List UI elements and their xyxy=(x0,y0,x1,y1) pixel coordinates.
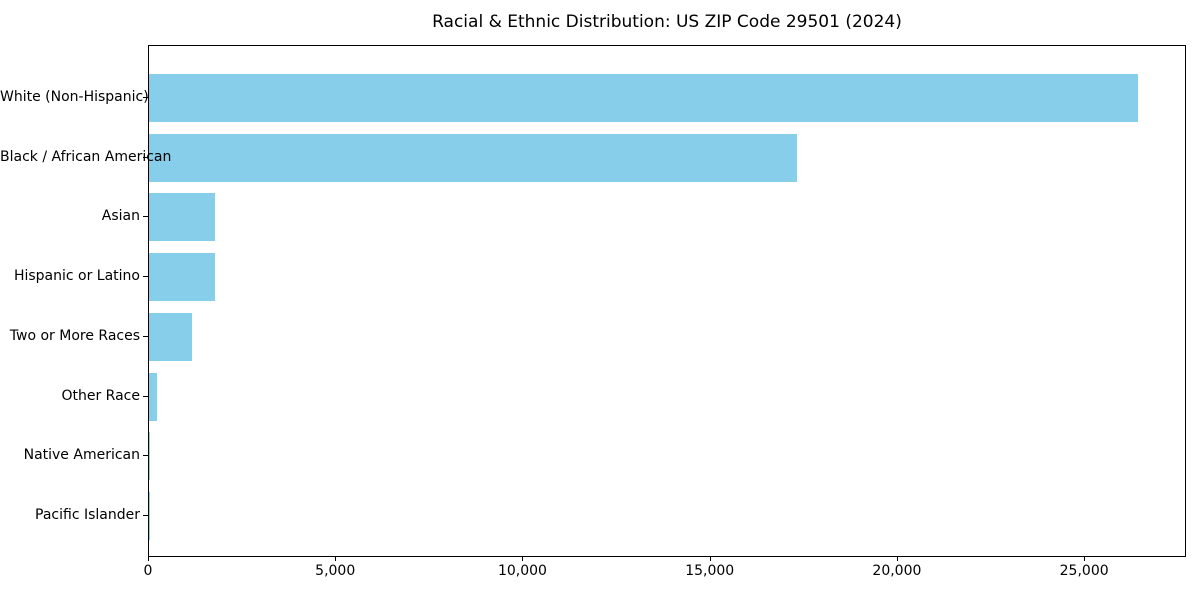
x-axis-tick xyxy=(896,556,898,561)
y-axis-tick xyxy=(143,216,148,218)
bar-white-non-hispanic xyxy=(149,74,1138,122)
y-axis-tick xyxy=(143,156,148,158)
y-axis-label: Hispanic or Latino xyxy=(13,268,140,285)
chart-title: Racial & Ethnic Distribution: US ZIP Cod… xyxy=(432,12,902,32)
y-axis-tick xyxy=(143,276,148,278)
bar-other-race xyxy=(149,372,157,421)
bar-hispanic-or-latino xyxy=(149,253,216,302)
y-axis-label: Two or More Races xyxy=(9,327,140,344)
y-axis-label: Black / African American xyxy=(0,148,172,165)
bar-two-or-more-races xyxy=(149,312,192,361)
bar-asian xyxy=(149,193,215,242)
x-axis-tick-label: 25,000 xyxy=(1059,563,1109,579)
y-axis-label: Pacific Islander xyxy=(35,506,140,523)
x-axis-tick-label: 5,000 xyxy=(315,563,356,579)
x-axis-tick-label: 10,000 xyxy=(497,563,547,579)
bar-native-american xyxy=(149,432,151,481)
x-axis-tick xyxy=(148,556,149,561)
y-axis-label: Asian xyxy=(101,208,140,225)
x-axis-tick xyxy=(709,556,711,561)
x-axis-tick xyxy=(335,556,337,561)
bar-black-african-american xyxy=(149,133,797,182)
x-axis-tick xyxy=(1084,556,1086,561)
y-axis-tick xyxy=(143,455,148,457)
y-axis-tick xyxy=(143,395,148,397)
x-axis-tick-label: 15,000 xyxy=(685,563,735,579)
y-axis-label: Other Race xyxy=(61,387,140,404)
x-axis-tick-label: 0 xyxy=(143,563,153,579)
y-axis-tick xyxy=(143,514,148,516)
y-axis-label: White (Non-Hispanic) xyxy=(0,89,149,105)
y-axis-tick xyxy=(143,335,148,337)
y-axis-tick xyxy=(143,97,148,98)
x-axis-tick xyxy=(522,556,524,561)
bar-pacific-islander xyxy=(149,491,150,540)
plot-area xyxy=(148,45,1186,557)
y-axis-label: Native American xyxy=(23,447,140,464)
x-axis-tick-label: 20,000 xyxy=(872,563,922,579)
